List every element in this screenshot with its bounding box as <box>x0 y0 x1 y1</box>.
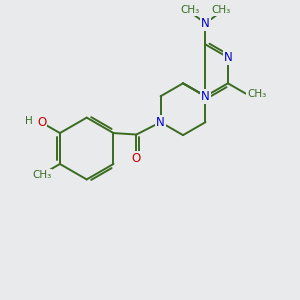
Text: O: O <box>132 152 141 165</box>
Text: N: N <box>201 17 210 30</box>
Text: N: N <box>156 116 165 129</box>
Text: O: O <box>37 116 46 129</box>
Text: N: N <box>224 51 232 64</box>
Text: CH₃: CH₃ <box>247 88 266 99</box>
Text: N: N <box>201 90 210 103</box>
Text: CH₃: CH₃ <box>181 5 200 15</box>
Text: CH₃: CH₃ <box>32 169 51 180</box>
Text: CH₃: CH₃ <box>211 5 230 15</box>
Text: H: H <box>25 116 33 126</box>
